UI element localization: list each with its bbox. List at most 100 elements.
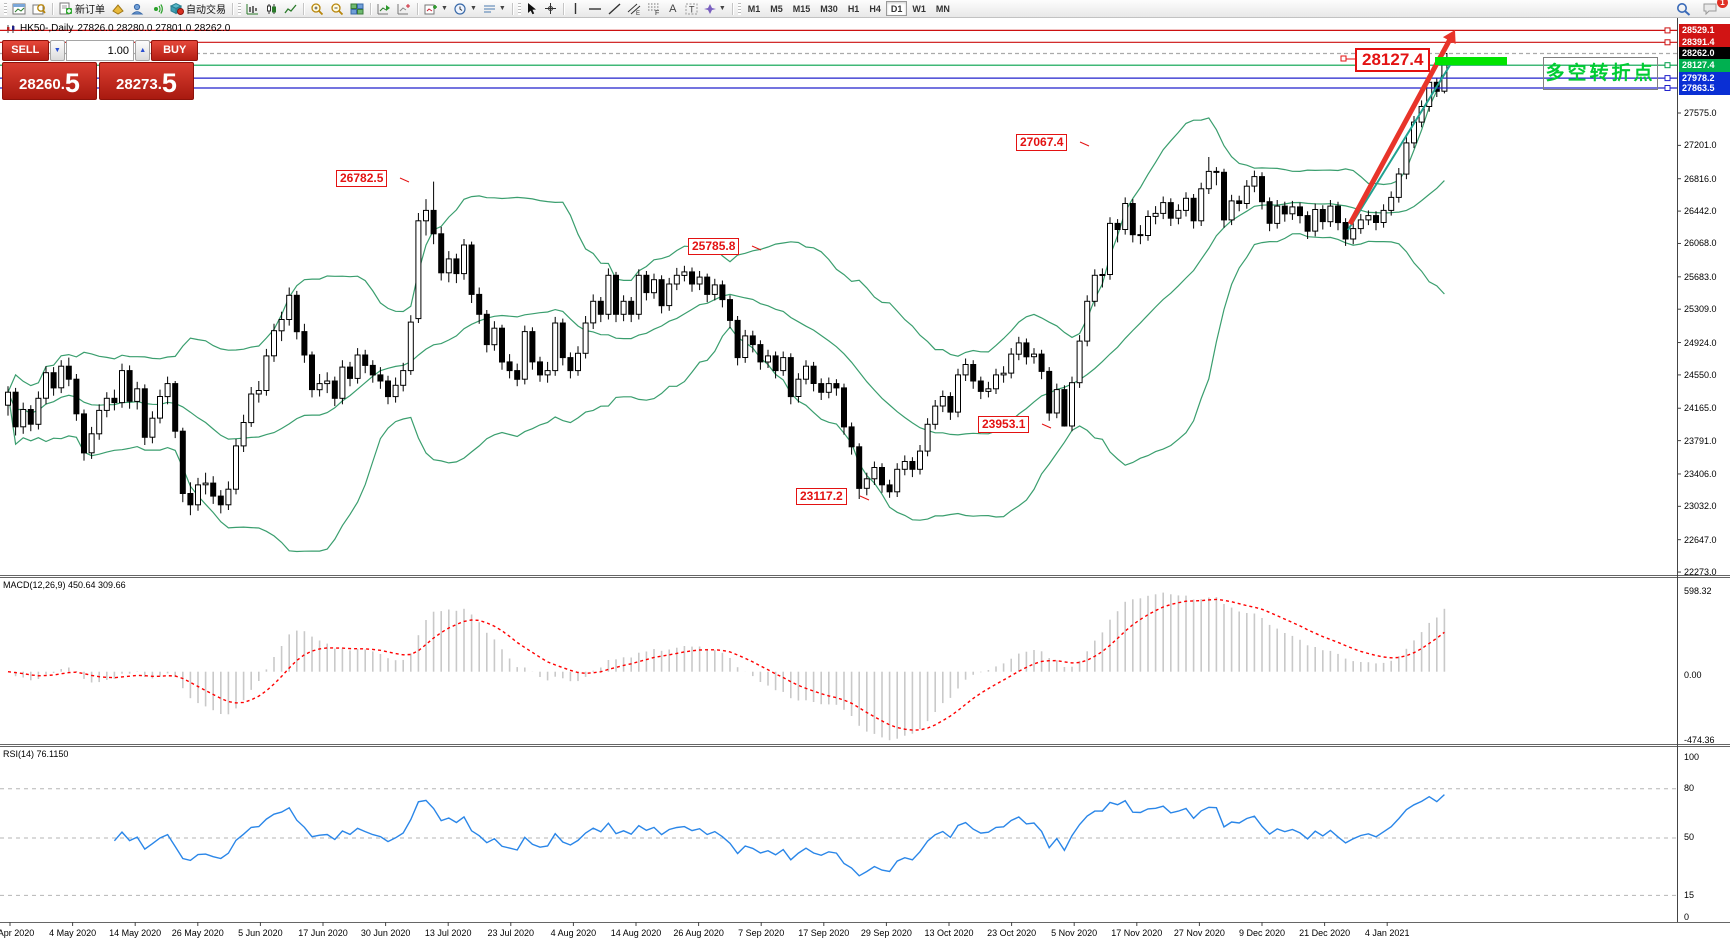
candle-body — [195, 484, 201, 506]
candle-body — [666, 283, 673, 307]
timeframe-w1-button[interactable]: W1 — [907, 1, 931, 16]
annotation-anchor — [1340, 55, 1347, 62]
candle-body — [12, 391, 19, 428]
candle-body — [126, 370, 133, 402]
candle-body — [1251, 176, 1258, 187]
candle-body — [438, 233, 445, 274]
line-anchor-marker[interactable] — [1664, 75, 1671, 82]
search-icon[interactable] — [1673, 1, 1694, 17]
candlestick-button[interactable] — [262, 1, 281, 17]
periods-button[interactable]: ▼ — [451, 1, 480, 17]
candle-body — [58, 365, 65, 389]
annotation-connector — [1041, 423, 1052, 429]
candle-body — [1160, 202, 1167, 214]
bollinger-band — [7, 67, 1445, 393]
trendline-object[interactable] — [1347, 61, 1453, 231]
channel-button[interactable]: E — [624, 1, 644, 17]
trendline-button[interactable] — [605, 1, 624, 17]
candle-body — [1000, 372, 1007, 376]
candle-body — [605, 274, 612, 315]
new-order-button[interactable]: 新订单 — [56, 1, 108, 17]
line-anchor-marker[interactable] — [1664, 85, 1671, 91]
text-button[interactable]: A — [664, 1, 682, 17]
candle-body — [81, 413, 87, 454]
tile-windows-button[interactable] — [347, 1, 367, 17]
candle-body — [20, 409, 27, 428]
candle-body — [1198, 188, 1205, 222]
candle-body — [430, 209, 437, 235]
profile-button[interactable] — [128, 1, 147, 17]
toolbar-drag-handle[interactable] — [4, 2, 7, 15]
autotrade-button[interactable]: 自动交易 — [166, 1, 229, 17]
price-axis-tick: 24550.0 — [1684, 369, 1717, 380]
price-annotation[interactable]: 27067.4 — [1016, 134, 1068, 151]
hline-button[interactable] — [585, 1, 605, 17]
timeframe-d1-button[interactable]: D1 — [885, 1, 908, 16]
line-chart-button[interactable] — [281, 1, 300, 17]
candle-body — [1297, 206, 1303, 217]
trend-arrow-object[interactable] — [1347, 35, 1454, 226]
crosshair-button[interactable] — [541, 1, 560, 17]
line-anchor-marker[interactable] — [1664, 62, 1671, 69]
timeframe-m30-button[interactable]: M30 — [815, 1, 843, 16]
add-indicator-button[interactable]: ▼ — [421, 1, 451, 17]
candle-body — [1190, 197, 1197, 222]
cursor-button[interactable] — [523, 1, 541, 17]
price-annotation[interactable]: 28127.4 — [1355, 48, 1431, 72]
fibonacci-button[interactable]: F — [644, 1, 664, 17]
price-axis-badge: 27978.2 — [1679, 71, 1730, 85]
candle-body — [27, 409, 34, 425]
candle-body — [1403, 142, 1410, 175]
timeframe-h1-button[interactable]: H1 — [843, 1, 865, 16]
timeframe-m1-button[interactable]: M1 — [743, 1, 766, 16]
date-axis-tick: 26 May 2020 — [171, 928, 224, 938]
sell-button[interactable]: SELL — [2, 40, 49, 61]
new-chart-button[interactable] — [9, 1, 29, 17]
line-anchor-marker[interactable] — [1664, 27, 1671, 34]
candle-body — [271, 330, 277, 357]
objects-list-button[interactable] — [394, 1, 414, 17]
volume-down-button[interactable]: ▼ — [49, 40, 65, 61]
zoom-in-button[interactable] — [307, 1, 327, 17]
bar-chart-button[interactable] — [243, 1, 262, 17]
chart-profiles-button[interactable] — [29, 1, 49, 17]
timeframe-m5-button[interactable]: M5 — [765, 1, 788, 16]
timeframe-m15-button[interactable]: M15 — [788, 1, 816, 16]
chat-icon[interactable]: 1 — [1700, 0, 1728, 17]
chart-symbol-icon — [7, 24, 15, 33]
label-button[interactable]: T — [682, 1, 701, 17]
volume-up-button[interactable]: ▲ — [135, 40, 151, 61]
macd-axis-tick: -474.36 — [1684, 735, 1715, 745]
one-click-trading-panel: SELL ▼ ▲ BUY 28260.5 28273.5 — [2, 40, 198, 100]
zoom-out-button[interactable] — [327, 1, 347, 17]
date-axis-tick: 26 Aug 2020 — [673, 928, 724, 938]
candle-body — [1221, 171, 1227, 221]
volume-input[interactable] — [66, 40, 134, 61]
arrows-button[interactable]: ▼ — [701, 1, 729, 17]
vline-button[interactable] — [567, 1, 585, 17]
buy-button[interactable]: BUY — [151, 40, 198, 61]
price-annotation[interactable]: 23117.2 — [796, 488, 847, 505]
favorites-button[interactable] — [108, 1, 128, 17]
timeframe-h4-button[interactable]: H4 — [864, 1, 886, 16]
price-annotation[interactable]: 25785.8 — [688, 238, 740, 255]
note-text-object[interactable]: 多空转折点 — [1543, 57, 1658, 90]
price-annotation[interactable]: 26782.5 — [336, 170, 388, 187]
templates-button[interactable]: ▼ — [480, 1, 509, 17]
highlight-bar-object[interactable] — [1435, 57, 1507, 65]
candle-body — [1304, 215, 1311, 232]
buy-price-panel[interactable]: 28273. 5 — [99, 62, 194, 100]
timeframe-mn-button[interactable]: MN — [931, 1, 955, 16]
candle-body — [172, 383, 179, 432]
line-anchor-marker[interactable] — [1664, 39, 1671, 46]
alerts-button[interactable] — [147, 1, 166, 17]
candle-body — [347, 366, 353, 379]
candle-body — [1122, 203, 1129, 230]
price-annotation[interactable]: 23953.1 — [978, 416, 1030, 433]
sell-price-panel[interactable]: 28260. 5 — [2, 62, 97, 100]
candle-body — [1289, 206, 1296, 215]
strategy-tester-button[interactable] — [374, 1, 394, 17]
macd-axis-tick: 0.00 — [1684, 670, 1702, 680]
svg-text:E: E — [636, 11, 640, 15]
